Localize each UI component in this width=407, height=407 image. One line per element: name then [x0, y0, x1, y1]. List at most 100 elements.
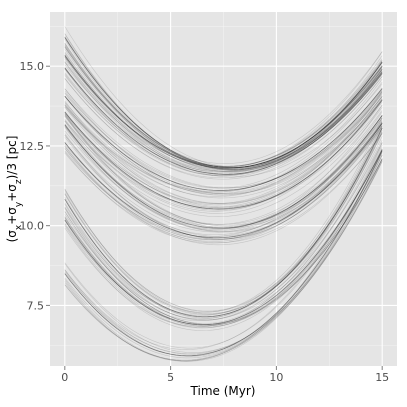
- y-tick-label: 15.0: [20, 60, 45, 73]
- series-line-spread: [64, 142, 383, 350]
- series-line-spread: [64, 57, 383, 167]
- series-line-spread: [64, 151, 383, 361]
- series-line-spread: [64, 90, 383, 194]
- series-line-spread: [64, 107, 383, 217]
- series-line-spread: [64, 119, 383, 230]
- series-line-spread: [64, 101, 383, 208]
- series-line-spread: [64, 154, 383, 362]
- series-line-spread: [64, 158, 383, 326]
- series-line-spread: [64, 124, 383, 233]
- series-line-spread: [64, 144, 383, 349]
- series-line-spread: [64, 128, 383, 242]
- y-tick-label: 7.5: [27, 299, 45, 312]
- series-line-spread: [64, 130, 383, 312]
- y-tick-label: 10.0: [20, 220, 45, 233]
- grid-major: [50, 12, 397, 366]
- series-line-spread: [64, 99, 383, 205]
- series-line-spread: [64, 120, 383, 232]
- series-line-spread: [64, 105, 383, 209]
- series-line-spread: [64, 136, 383, 324]
- series-line-spread: [64, 117, 383, 313]
- series-line-spread: [64, 131, 383, 321]
- series-line-spread: [64, 76, 383, 180]
- series-line-spread: [64, 126, 383, 240]
- series-line-spread: [64, 115, 383, 226]
- series-line-spread: [64, 54, 383, 172]
- series-line-spread: [64, 96, 383, 208]
- series-line-spread: [64, 99, 383, 199]
- series-line-spread: [64, 68, 383, 174]
- grid-minor: [50, 12, 397, 366]
- series-line-spread: [64, 158, 383, 353]
- series-line-spread: [64, 150, 383, 321]
- series-line-spread: [64, 111, 383, 231]
- series-line-spread: [64, 52, 383, 168]
- series-line-spread: [64, 39, 383, 169]
- x-tick-label: 10: [269, 371, 283, 384]
- series-line-spread: [64, 96, 383, 206]
- series-line-spread: [64, 120, 383, 240]
- series-line-spread: [64, 155, 383, 325]
- series-line: [64, 149, 383, 326]
- series-line: [64, 115, 383, 229]
- series-line-spread: [64, 58, 383, 178]
- series-line-spread: [64, 87, 383, 197]
- series-line-spread: [64, 161, 383, 355]
- series-line-spread: [64, 142, 383, 321]
- series-line-spread: [64, 71, 383, 179]
- series-line-spread: [64, 92, 383, 204]
- series-line-spread: [64, 88, 383, 195]
- series-line-spread: [64, 93, 383, 196]
- series-line: [64, 37, 383, 168]
- series-line-spread: [64, 158, 383, 325]
- series-line: [64, 127, 383, 318]
- series-line-spread: [64, 158, 383, 327]
- series-line-spread: [64, 46, 383, 169]
- series-line-spread: [64, 35, 383, 170]
- y-axis-ticks: 7.5 10.0 12.5 15.0: [20, 60, 50, 312]
- series-line: [64, 100, 383, 210]
- series-line-spread: [64, 62, 383, 173]
- series-line-spread: [64, 90, 383, 194]
- series-line-spread: [64, 110, 383, 225]
- series-line-spread: [64, 51, 383, 173]
- series-lines: [64, 26, 383, 362]
- x-tick-label: 0: [61, 371, 68, 384]
- series-line-spread: [64, 152, 383, 362]
- series-line-spread: [64, 56, 383, 171]
- y-axis-title: (σx+σy+σz)/3 [pc]: [5, 136, 24, 243]
- series-line: [64, 150, 383, 357]
- series-line: [64, 123, 383, 239]
- series-line-spread: [64, 26, 383, 168]
- series-line-spread: [64, 68, 383, 172]
- series-line-spread: [64, 61, 383, 171]
- series-line-spread: [64, 55, 383, 168]
- series-line-spread: [64, 66, 383, 177]
- series-line-spread: [64, 45, 383, 168]
- series-line-spread: [64, 95, 383, 209]
- series-line-spread: [64, 133, 383, 243]
- series-line-spread: [64, 44, 383, 170]
- series-line-spread: [64, 42, 383, 170]
- x-tick-label: 15: [375, 371, 389, 384]
- series-line-spread: [64, 37, 383, 170]
- series-line-spread: [64, 123, 383, 319]
- series-line-spread: [64, 78, 383, 189]
- series-line-spread: [64, 104, 383, 230]
- series-line-spread: [64, 148, 383, 329]
- series-line-spread: [64, 47, 383, 164]
- series-line: [64, 67, 383, 175]
- series-line-spread: [64, 62, 383, 176]
- series-line-spread: [64, 126, 383, 318]
- x-tick-label: 5: [167, 371, 174, 384]
- series-line-spread: [64, 33, 383, 171]
- series-line-spread: [64, 155, 383, 357]
- series-line-spread: [64, 152, 383, 331]
- series-line-spread: [64, 115, 383, 237]
- series-line-spread: [64, 161, 383, 354]
- series-line-spread: [64, 117, 383, 228]
- x-axis-title: Time (Myr): [190, 384, 256, 398]
- series-line-spread: [64, 56, 383, 175]
- series-line-spread: [64, 129, 383, 313]
